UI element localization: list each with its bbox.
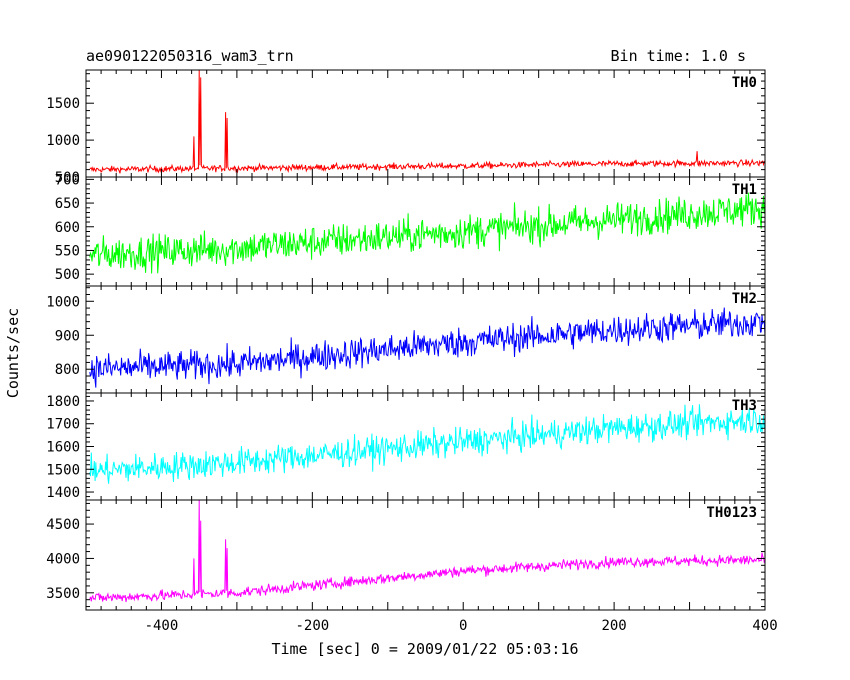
bin-time-label: Bin time: 1.0 s <box>611 47 746 65</box>
y-tick-label: 1500 <box>46 96 80 112</box>
panel-label: TH0123 <box>706 505 757 521</box>
panel-frame <box>85 285 766 394</box>
y-tick-label: 650 <box>55 196 80 212</box>
y-tick-label: 3500 <box>46 586 80 602</box>
y-tick-label: 700 <box>55 172 80 188</box>
series-line-th2 <box>89 307 765 388</box>
y-tick-label: 1800 <box>46 394 80 410</box>
panel-label: TH0 <box>732 75 757 91</box>
panel-frame <box>85 499 766 611</box>
y-axis-label: Counts/sec <box>4 308 22 398</box>
y-tick-label: 4500 <box>46 517 80 533</box>
panel-label: TH3 <box>732 398 757 414</box>
y-tick-label: 1600 <box>46 440 80 456</box>
series-line-th0 <box>89 70 765 174</box>
y-tick-label: 4000 <box>46 551 80 567</box>
x-tick-label: 200 <box>601 618 626 634</box>
y-tick-label: 900 <box>55 328 80 344</box>
panel-th2: TH2 800 900 1000 <box>46 285 766 394</box>
x-tick-label: -400 <box>145 618 179 634</box>
y-tick-label: 800 <box>55 362 80 378</box>
panels-group: TH0 500 1000 1500 TH1 500 550 600 650 700 TH2 800 90… <box>46 69 778 634</box>
panel-th0: TH0 500 1000 1500 <box>46 69 766 186</box>
panel-th3: TH3 1400 1500 1600 1700 1800 <box>46 392 766 501</box>
y-tick-label: 500 <box>55 267 80 283</box>
y-tick-label: 1700 <box>46 417 80 433</box>
panel-frame <box>85 392 766 501</box>
y-tick-label: 1000 <box>46 294 80 310</box>
y-tick-label: 500 <box>55 170 80 186</box>
x-tick-label: 0 <box>459 618 467 634</box>
chart-title: ae090122050316_wam3_trn <box>86 47 294 65</box>
panel-label: TH2 <box>732 291 757 307</box>
y-tick-label: 600 <box>55 220 80 236</box>
x-axis-label: Time [sec] 0 = 2009/01/22 05:03:16 <box>271 640 578 658</box>
series-line-th3 <box>89 404 765 484</box>
panel-th1: TH1 500 550 600 650 700 <box>55 172 766 287</box>
x-tick-label: -200 <box>295 618 329 634</box>
y-tick-label: 1500 <box>46 462 80 478</box>
panel-th0123: TH0123 3500 4000 4500 -400 -200 0 200 400 <box>46 499 778 634</box>
series-line-th0123 <box>89 500 765 603</box>
x-tick-label: 400 <box>752 618 777 634</box>
y-tick-label: 1400 <box>46 485 80 501</box>
series-line-th1 <box>89 192 765 274</box>
y-tick-label: 1000 <box>46 133 80 149</box>
panel-label: TH1 <box>732 182 757 198</box>
y-tick-label: 550 <box>55 243 80 259</box>
panel-frame <box>85 69 766 178</box>
